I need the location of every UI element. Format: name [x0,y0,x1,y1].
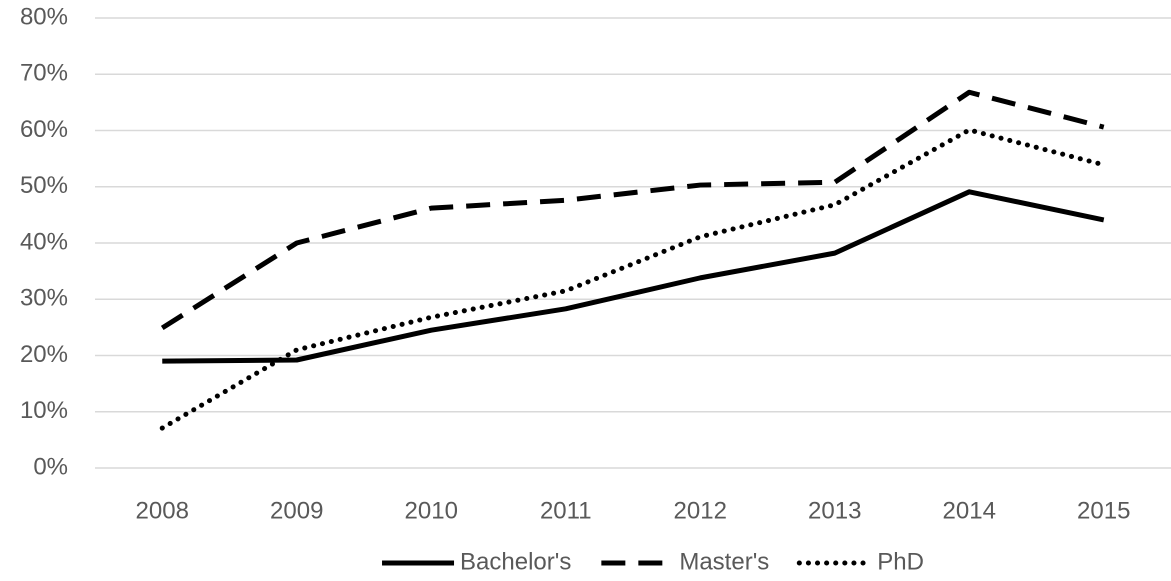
legend-label: PhD [877,548,924,575]
x-tick-label: 2008 [136,497,189,524]
y-tick-label: 80% [20,3,68,30]
y-tick-label: 30% [20,285,68,312]
x-tick-label: 2009 [270,497,323,524]
y-tick-label: 40% [20,228,68,255]
legend-label: Master's [679,548,769,575]
y-tick-label: 60% [20,116,68,143]
legend-label: Bachelor's [460,548,571,575]
x-tick-label: 2010 [405,497,458,524]
line-series [159,127,1107,431]
x-tick-label: 2014 [943,497,996,524]
y-tick-label: 0% [33,453,68,480]
line-series [160,89,1105,331]
x-tick-label: 2012 [674,497,727,524]
line-series [162,189,1105,364]
x-tick-label: 2013 [808,497,861,524]
x-tick-label: 2011 [540,497,592,524]
x-tick-label: 2015 [1077,497,1130,524]
y-tick-label: 70% [20,60,68,87]
y-tick-label: 20% [20,341,68,368]
y-tick-label: 50% [20,172,68,199]
y-tick-label: 10% [20,397,68,424]
